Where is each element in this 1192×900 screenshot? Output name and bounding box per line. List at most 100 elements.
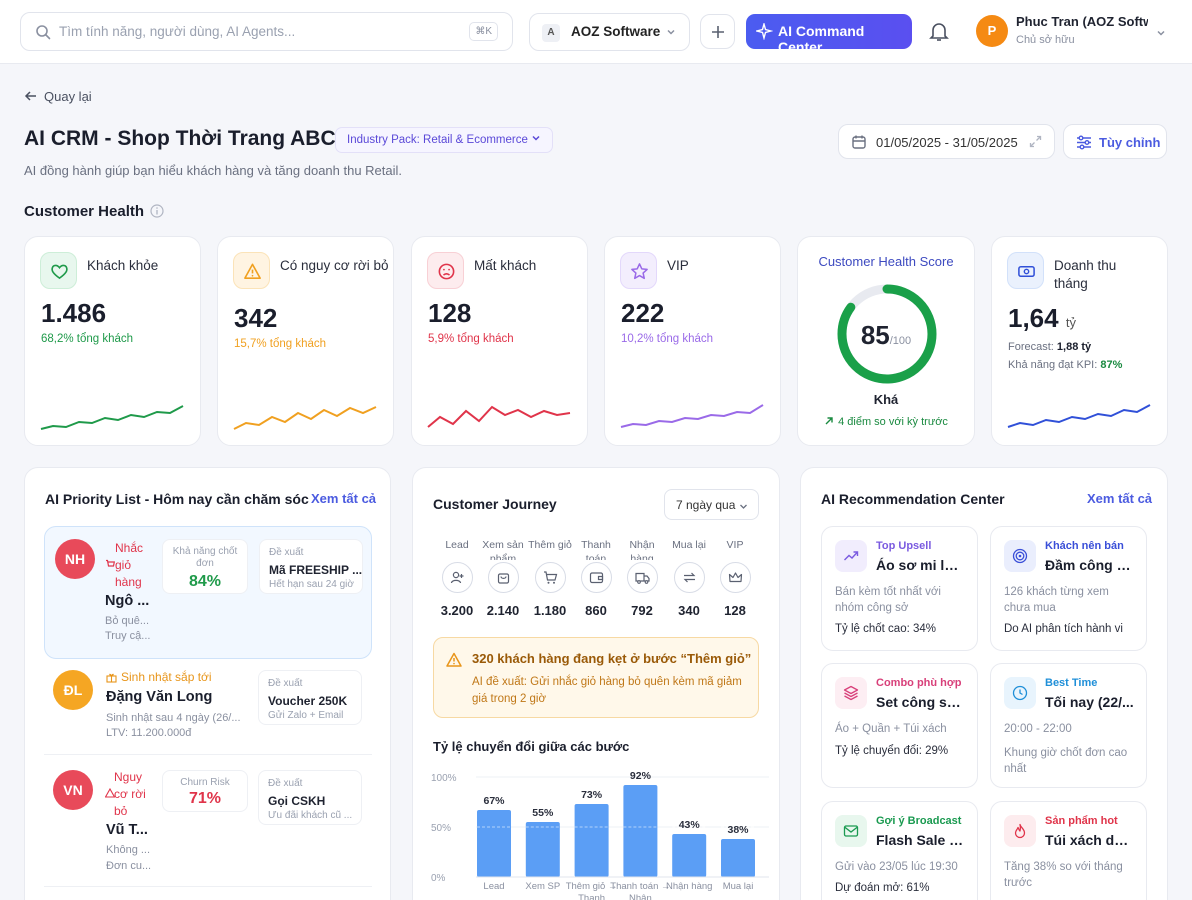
ai-command-center-button[interactable]: AI Command Center [746, 14, 912, 55]
kpi-label: Mất khách [474, 258, 537, 273]
rec-card-hot-product[interactable]: Sản phẩm hot Túi xách da t... Tăng 38% s… [990, 801, 1147, 900]
customer-journey-panel: Customer Journey 7 ngày qua Lead 3.200 Xe… [412, 467, 780, 900]
kpi-card-at-risk[interactable]: Có nguy cơ rời bỏ 342 15,7% tổng khách [217, 236, 394, 446]
customize-button[interactable]: Tùy chỉnh [1063, 124, 1167, 159]
stage-value: 860 [585, 603, 607, 618]
suggestion-box[interactable]: Đề xuất Gọi CSKH Ưu đãi khách cũ ... [258, 770, 362, 825]
close-probability-box: Khả năng chốt đơn 84% [162, 539, 248, 594]
rec-card-broadcast[interactable]: Gợi ý Broadcast Flash Sale gi... Gửi vào… [821, 801, 978, 900]
search-icon [36, 25, 51, 40]
plus-icon [712, 26, 724, 38]
metric-value: 71% [188, 790, 222, 807]
rec-category: Top Upsell [876, 540, 932, 552]
rec-card-best-time[interactable]: Best Time Tối nay (22/... 20:00 - 22:00 … [990, 663, 1147, 788]
journey-title: Customer Journey [433, 496, 557, 512]
kpi-label: Khách khỏe [87, 258, 159, 273]
org-switcher[interactable]: A AOZ Software [529, 13, 690, 51]
rec-card-top-upsell[interactable]: Top Upsell Áo sơ mi lụa ... Bán kèm tốt … [821, 526, 978, 651]
rec-card-combo[interactable]: Combo phù hợp Set công sở ... Áo + Quần … [821, 663, 978, 788]
date-range-value: 01/05/2025 - 31/05/2025 [876, 135, 1018, 150]
rec-category: Sản phẩm hot [1045, 815, 1118, 827]
target-icon [1012, 548, 1028, 564]
divider [44, 886, 372, 887]
suggestion-sub: Gửi Zalo + Email [268, 710, 344, 721]
rec-category: Combo phù hợp [876, 677, 962, 689]
x-tick-label-line: Thanh toán → [610, 881, 670, 892]
suggestion-sub: Hết hạn sau 24 giờ [269, 579, 354, 590]
journey-stage-lead[interactable]: Lead 3.200 [434, 538, 480, 618]
conversion-bar-chart: 100% 50% 0% 67% Lead 55% Xem SP 73% Thêm giỏ → Th… [431, 770, 769, 900]
revenue-value: 1,64 [1008, 303, 1059, 333]
cart-icon [543, 571, 557, 584]
search-input[interactable]: Tìm tính năng, người dùng, AI Agents... … [20, 12, 513, 51]
suggestion-label: Đề xuất [268, 778, 303, 789]
org-name: AOZ Software [571, 24, 661, 39]
user-name[interactable]: Phuc Tran (AOZ Software) [1016, 14, 1148, 29]
journey-stage-cart[interactable]: Thêm giỏ 1.180 [527, 538, 573, 618]
priority-see-all-link[interactable]: Xem tất cả [311, 491, 377, 506]
add-button[interactable] [700, 14, 735, 49]
info-icon[interactable] [150, 204, 164, 218]
warning-icon [244, 263, 261, 279]
chevron-down-icon[interactable] [1155, 27, 1167, 39]
stuck-stage-alert[interactable]: 320 khách hàng đang kẹt ở bước “Thêm giỏ… [433, 637, 759, 718]
rec-foot: Tỷ lệ chốt cao: 34% [835, 623, 936, 635]
journey-stage-repurchase[interactable]: Mua lại 340 [666, 538, 712, 618]
health-score-delta: 4 điểm so với kỳ trước [798, 416, 974, 428]
customer-desc-2: LTV: 11.200.000đ [106, 727, 192, 739]
back-link[interactable]: Quay lại [24, 89, 92, 104]
rec-foot: Dự đoán mở: 61% [835, 882, 930, 894]
stage-icon-wrap [626, 562, 658, 593]
sparkline [40, 405, 184, 430]
rec-desc: Tăng 38% so với tháng trước [1004, 861, 1123, 889]
kpi-card-revenue[interactable]: Doanh thu tháng 1,64 tỷ Forecast: 1,88 t… [991, 236, 1168, 446]
period-select[interactable]: 7 ngày qua [664, 489, 759, 520]
rec-desc: Áo + Quần + Túi xách [835, 723, 947, 735]
suggestion-box[interactable]: Đề xuất Voucher 250K Gửi Zalo + Email [258, 670, 362, 725]
avatar: NH [55, 539, 95, 579]
rec-category: Khách nên bán [1045, 540, 1124, 552]
health-score-card[interactable]: Customer Health Score 85/100 Khá 4 điểm … [797, 236, 975, 446]
section-title-customer-health: Customer Health [24, 203, 164, 220]
priority-item-2[interactable]: ĐL Sinh nhật sắp tới Đặng Văn Long Sinh … [44, 664, 372, 748]
rec-category: Gợi ý Broadcast [876, 815, 962, 827]
y-tick-label: 100% [431, 773, 457, 784]
expand-icon [1029, 135, 1042, 148]
journey-stage-vip[interactable]: VIP 128 [712, 538, 758, 618]
health-score-max: /100 [889, 335, 912, 347]
journey-stage-payment[interactable]: Thanh toán 860 [573, 538, 619, 618]
recommendation-see-all-link[interactable]: Xem tất cả [1087, 491, 1153, 506]
journey-stage-delivery[interactable]: Nhận hàng 792 [619, 538, 665, 618]
priority-tag: Nhắc giỏ hàng [115, 541, 144, 589]
health-score-label: Khá [873, 392, 899, 407]
x-tick-label-line: Lead [483, 881, 504, 892]
health-score-value: 85/100 [798, 320, 974, 351]
kpi-card-healthy[interactable]: Khách khỏe 1.486 68,2% tổng khách [24, 236, 201, 446]
stage-value: 340 [678, 603, 700, 618]
health-score-delta-text: 4 điểm so với kỳ trước [838, 416, 948, 428]
chart-bar [525, 822, 560, 877]
avatar[interactable]: P [976, 15, 1008, 47]
industry-pack-dropdown[interactable]: Industry Pack: Retail & Ecommerce [335, 127, 553, 153]
kpi-card-lost[interactable]: Mất khách 128 5,9% tổng khách [411, 236, 588, 446]
calendar-icon [852, 135, 866, 149]
chart-bar [623, 785, 658, 877]
page-title: AI CRM - Shop Thời Trang ABC [24, 127, 336, 150]
stage-value: 128 [724, 603, 746, 618]
journey-stage-view[interactable]: Xem sản phẩm 2.140 [480, 538, 526, 618]
recommendation-title: AI Recommendation Center [821, 491, 1005, 507]
search-placeholder: Tìm tính năng, người dùng, AI Agents... [59, 24, 296, 39]
sliders-icon [1077, 135, 1091, 150]
kpi-card-vip[interactable]: VIP 222 10,2% tổng khách [604, 236, 781, 446]
priority-item-1[interactable]: NH Nhắc giỏ hàng Ngô ... Bỏ quê... Truy … [44, 526, 372, 659]
suggestion-label: Đề xuất [268, 678, 303, 689]
rec-foot: Tỷ lệ chuyển đổi: 29% [835, 745, 949, 757]
metric-label: Churn Risk [180, 777, 230, 788]
bell-icon[interactable] [928, 20, 950, 42]
top-bar: Tìm tính năng, người dùng, AI Agents... … [0, 0, 1192, 64]
date-range-picker[interactable]: 01/05/2025 - 31/05/2025 [838, 124, 1055, 159]
priority-item-3[interactable]: VN Nguy cơ rời bỏ Vũ T... Không ... Đơn … [44, 766, 372, 881]
rec-card-target-customers[interactable]: Khách nên bán Đầm công s... 126 khách từ… [990, 526, 1147, 651]
x-tick-label: Xem SP [525, 881, 560, 892]
suggestion-box[interactable]: Đề xuất Mã FREESHIP ... Hết hạn sau 24 g… [259, 539, 363, 594]
